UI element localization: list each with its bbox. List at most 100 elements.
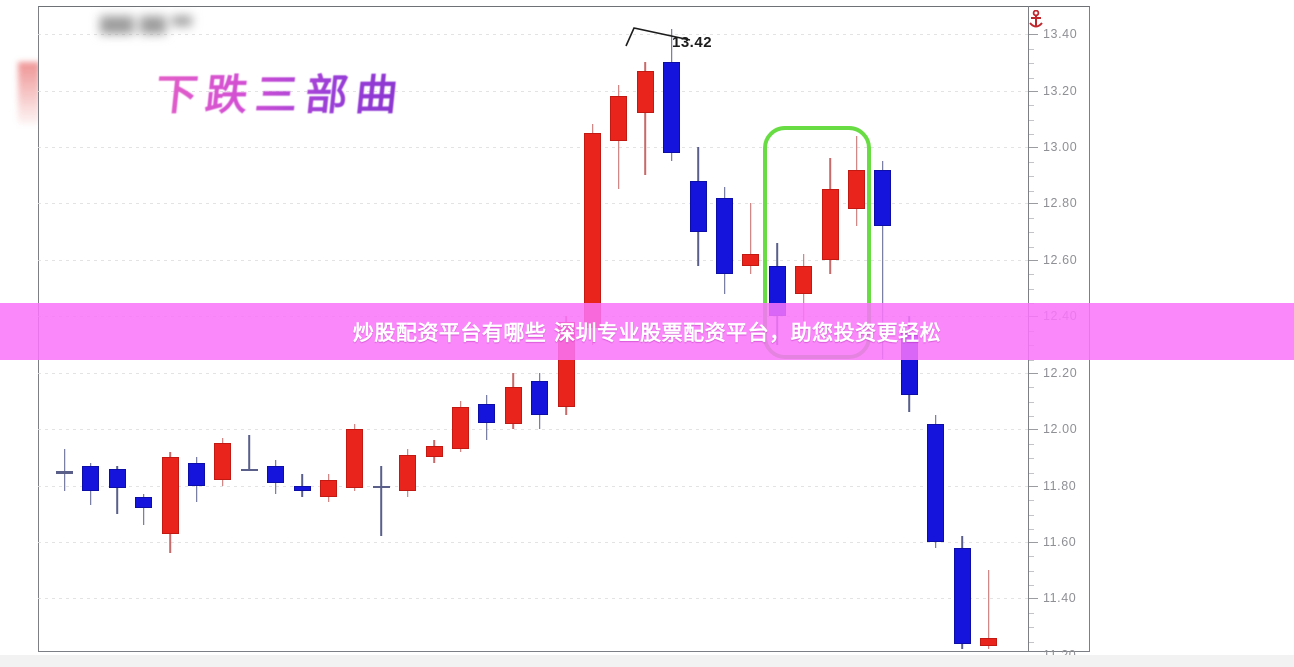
candlestick	[346, 6, 364, 652]
candlestick	[293, 6, 311, 652]
candle-body	[953, 547, 971, 644]
axis-tick-label: 13.00	[1043, 140, 1078, 155]
candle-wick	[301, 474, 303, 497]
candlestick	[82, 6, 100, 652]
axis-tick-minor	[1029, 472, 1034, 474]
peak-annotation-label: 13.42	[672, 34, 713, 51]
candlestick	[399, 6, 417, 652]
axis-tick-minor	[1029, 288, 1034, 290]
promo-banner-text: 炒股配资平台有哪些 深圳专业股票配资平台，助您投资更轻松	[352, 320, 942, 345]
gridline	[38, 429, 1028, 431]
axis-tick-minor	[1029, 359, 1034, 361]
axis-tick-minor	[1029, 190, 1034, 192]
candle-body	[399, 454, 417, 492]
axis-tick-minor	[1029, 274, 1034, 276]
axis-tick-minor	[1029, 105, 1034, 107]
axis-tick	[1029, 598, 1038, 600]
candle-body	[293, 485, 311, 492]
candle-body	[504, 386, 522, 424]
axis-tick-minor	[1029, 134, 1034, 136]
peak-annotation-pointer	[625, 27, 691, 47]
gridline	[38, 541, 1028, 543]
redaction-blur	[100, 16, 192, 34]
gridline	[38, 598, 1028, 600]
candlestick	[214, 6, 232, 652]
candle-body	[927, 423, 945, 542]
candle-body	[478, 403, 496, 424]
axis-tick-minor	[1029, 458, 1034, 460]
candlestick	[953, 6, 971, 652]
candlestick	[161, 6, 179, 652]
axis-tick	[1029, 541, 1038, 543]
axis-tick-minor	[1029, 401, 1034, 403]
axis-tick-minor	[1029, 416, 1034, 418]
bottom-strip	[0, 655, 1294, 667]
candle-wick	[750, 203, 752, 274]
candle-body	[795, 265, 813, 294]
anchor-icon[interactable]	[1027, 10, 1045, 30]
candlestick	[478, 6, 496, 652]
gridline	[38, 259, 1028, 261]
gridline	[38, 90, 1028, 92]
candlestick	[188, 6, 205, 652]
candlestick	[267, 6, 285, 652]
candlestick	[240, 6, 258, 652]
candle-wick	[644, 62, 647, 176]
axis-tick-label: 12.20	[1043, 365, 1078, 380]
candlestick	[716, 6, 733, 652]
candle-wick	[882, 161, 884, 359]
candlestick	[742, 6, 760, 652]
candle-body	[320, 479, 337, 497]
axis-tick-minor	[1029, 529, 1034, 531]
candle-wick	[142, 494, 145, 526]
candle-body	[980, 637, 997, 647]
candlestick	[320, 6, 337, 652]
axis-tick	[1029, 90, 1038, 92]
candle-wick	[987, 570, 990, 650]
axis-tick	[1029, 429, 1038, 431]
candle-body	[663, 62, 681, 153]
candle-body	[135, 496, 153, 509]
axis-tick-label: 11.40	[1043, 591, 1077, 606]
candle-body	[689, 180, 707, 232]
candle-body	[425, 446, 443, 458]
candlestick	[584, 6, 601, 652]
axis-tick-minor	[1029, 48, 1034, 50]
candle-body	[874, 169, 892, 227]
candle-body	[56, 471, 73, 474]
candlestick	[927, 6, 945, 652]
candle-body	[848, 169, 865, 210]
axis-tick-minor	[1029, 570, 1034, 572]
axis-tick-minor	[1029, 556, 1034, 558]
candle-body	[240, 468, 258, 472]
candle-body	[610, 96, 628, 142]
axis-tick	[1029, 259, 1038, 261]
axis-tick-label: 13.20	[1043, 83, 1078, 98]
axis-tick-minor	[1029, 232, 1034, 234]
axis-tick-minor	[1029, 63, 1034, 65]
candle-body	[584, 132, 601, 328]
candle-body	[716, 197, 733, 274]
candle-body	[452, 406, 469, 449]
candlestick	[663, 6, 681, 652]
candlestick	[848, 6, 865, 652]
axis-tick-label: 12.60	[1043, 252, 1078, 267]
axis-tick-minor	[1029, 443, 1034, 445]
axis-tick-minor	[1029, 217, 1034, 219]
candle-body	[346, 429, 364, 489]
gridline	[38, 147, 1028, 149]
axis-tick-label: 11.60	[1043, 534, 1077, 549]
axis-tick	[1029, 372, 1038, 374]
gridline	[38, 34, 1028, 36]
candle-body	[267, 465, 285, 483]
candle-body	[214, 443, 232, 480]
axis-tick	[1029, 203, 1038, 205]
candle-wick	[248, 434, 251, 472]
candle-body	[636, 70, 654, 114]
candle-body	[188, 462, 205, 486]
candle-body	[372, 485, 390, 489]
axis-tick-minor	[1029, 500, 1034, 502]
candlestick	[452, 6, 469, 652]
candle-body	[531, 381, 549, 416]
axis-tick-minor	[1029, 77, 1034, 79]
